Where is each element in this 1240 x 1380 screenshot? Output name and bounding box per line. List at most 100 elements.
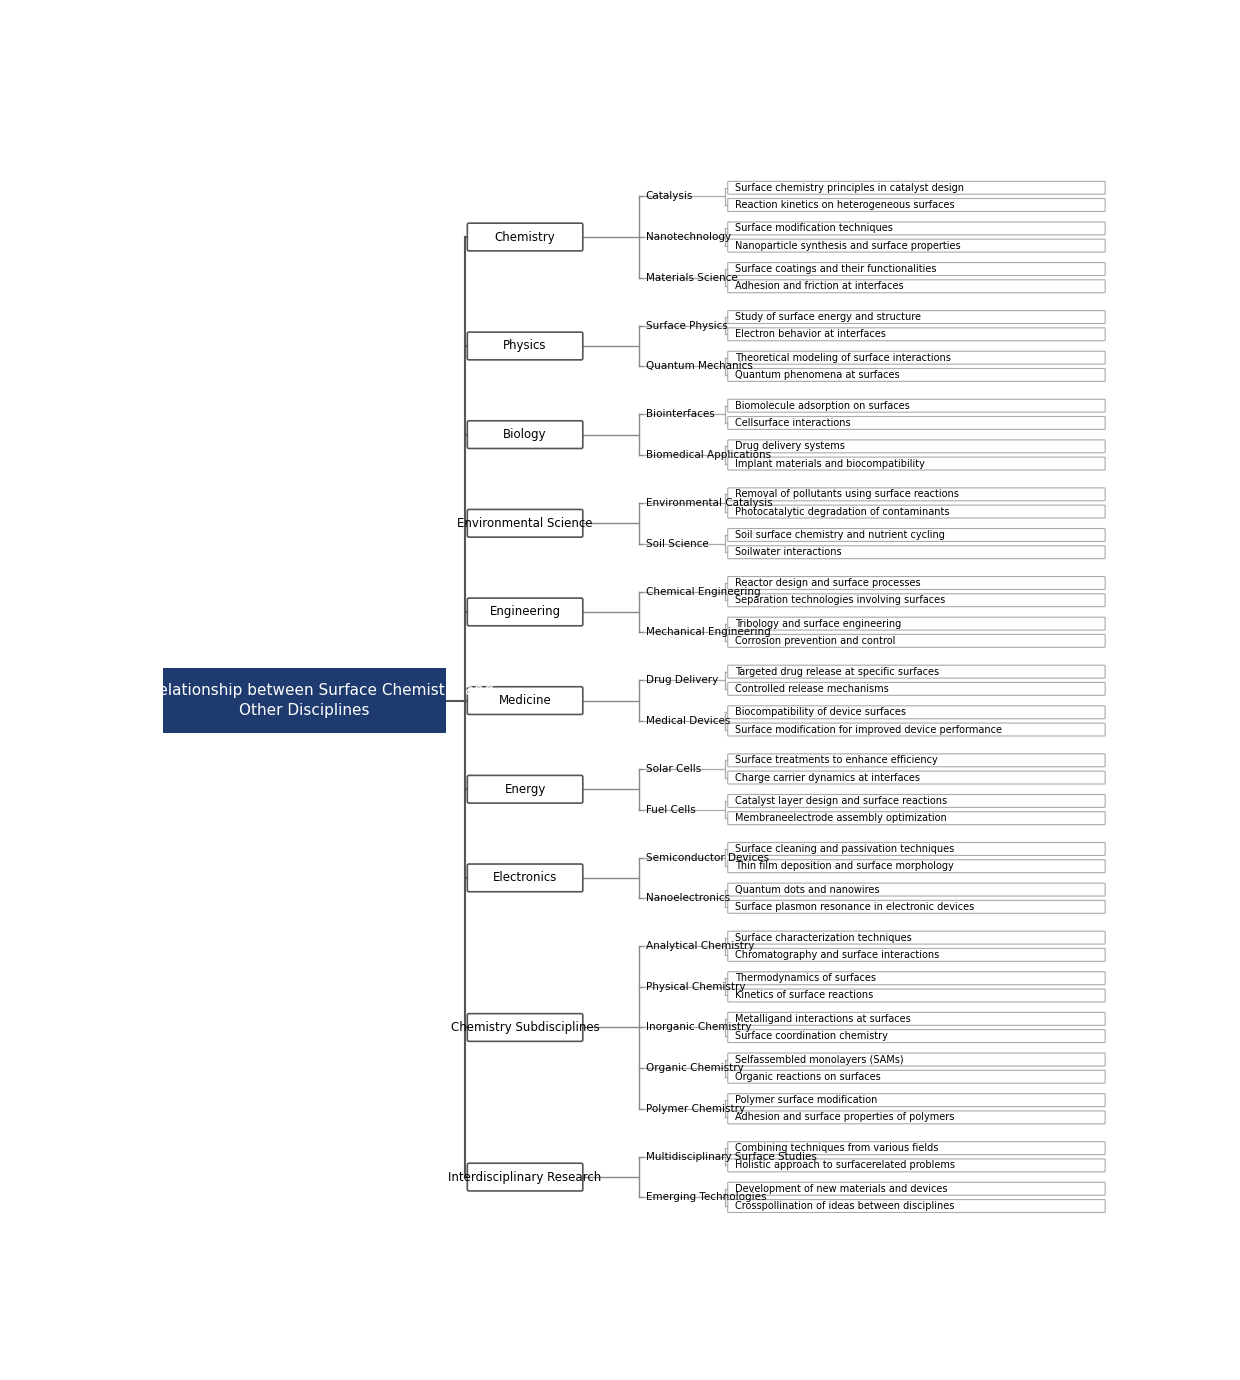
Text: Removal of pollutants using surface reactions: Removal of pollutants using surface reac… <box>734 490 959 500</box>
Text: Nanoelectronics: Nanoelectronics <box>646 893 729 904</box>
Text: Thin film deposition and surface morphology: Thin film deposition and surface morphol… <box>734 861 954 871</box>
FancyBboxPatch shape <box>467 864 583 891</box>
FancyBboxPatch shape <box>728 310 1105 323</box>
FancyBboxPatch shape <box>728 1141 1105 1155</box>
FancyBboxPatch shape <box>728 199 1105 211</box>
FancyBboxPatch shape <box>467 509 583 537</box>
FancyBboxPatch shape <box>467 776 583 803</box>
Text: Membraneelectrode assembly optimization: Membraneelectrode assembly optimization <box>734 813 946 824</box>
Text: Targeted drug release at specific surfaces: Targeted drug release at specific surfac… <box>734 667 939 676</box>
Text: Biointerfaces: Biointerfaces <box>646 410 714 420</box>
Text: Environmental Science: Environmental Science <box>458 516 593 530</box>
Text: Biomedical Applications: Biomedical Applications <box>646 450 771 460</box>
Text: Biocompatibility of device surfaces: Biocompatibility of device surfaces <box>734 708 905 718</box>
FancyBboxPatch shape <box>728 723 1105 736</box>
FancyBboxPatch shape <box>728 489 1105 501</box>
Text: Fuel Cells: Fuel Cells <box>646 805 696 814</box>
FancyBboxPatch shape <box>728 352 1105 364</box>
FancyBboxPatch shape <box>728 577 1105 589</box>
Text: Metalligand interactions at surfaces: Metalligand interactions at surfaces <box>734 1014 910 1024</box>
Text: Organic Chemistry: Organic Chemistry <box>646 1063 743 1074</box>
FancyBboxPatch shape <box>728 683 1105 696</box>
FancyBboxPatch shape <box>728 399 1105 413</box>
Text: Development of new materials and devices: Development of new materials and devices <box>734 1184 947 1194</box>
Text: Photocatalytic degradation of contaminants: Photocatalytic degradation of contaminan… <box>734 506 949 516</box>
Text: Quantum phenomena at surfaces: Quantum phenomena at surfaces <box>734 370 899 380</box>
Text: Polymer Chemistry: Polymer Chemistry <box>646 1104 745 1114</box>
Text: Tribology and surface engineering: Tribology and surface engineering <box>734 618 901 629</box>
FancyBboxPatch shape <box>728 932 1105 944</box>
Text: Surface modification for improved device performance: Surface modification for improved device… <box>734 724 1002 734</box>
Text: Reactor design and surface processes: Reactor design and surface processes <box>734 578 920 588</box>
FancyBboxPatch shape <box>728 795 1105 807</box>
Text: Medical Devices: Medical Devices <box>646 716 730 726</box>
FancyBboxPatch shape <box>728 843 1105 856</box>
FancyBboxPatch shape <box>728 1013 1105 1025</box>
FancyBboxPatch shape <box>728 665 1105 678</box>
Text: Charge carrier dynamics at interfaces: Charge carrier dynamics at interfaces <box>734 773 920 782</box>
Text: Biology: Biology <box>503 428 547 442</box>
Text: Cellsurface interactions: Cellsurface interactions <box>734 418 851 428</box>
Text: Surface coatings and their functionalities: Surface coatings and their functionaliti… <box>734 264 936 275</box>
FancyBboxPatch shape <box>728 771 1105 784</box>
Text: Adhesion and surface properties of polymers: Adhesion and surface properties of polym… <box>734 1112 954 1122</box>
Text: Surface treatments to enhance efficiency: Surface treatments to enhance efficiency <box>734 755 937 766</box>
Text: Physical Chemistry: Physical Chemistry <box>646 981 745 992</box>
Text: Environmental Catalysis: Environmental Catalysis <box>646 498 773 508</box>
FancyBboxPatch shape <box>728 811 1105 825</box>
Text: Semiconductor Devices: Semiconductor Devices <box>646 853 769 862</box>
Text: Soil surface chemistry and nutrient cycling: Soil surface chemistry and nutrient cycl… <box>734 530 945 540</box>
FancyBboxPatch shape <box>728 440 1105 453</box>
Text: Catalysis: Catalysis <box>646 192 693 201</box>
Text: Biomolecule adsorption on surfaces: Biomolecule adsorption on surfaces <box>734 400 909 411</box>
FancyBboxPatch shape <box>728 417 1105 429</box>
FancyBboxPatch shape <box>728 1094 1105 1107</box>
Text: Medicine: Medicine <box>498 694 552 707</box>
FancyBboxPatch shape <box>467 333 583 360</box>
Text: Drug Delivery: Drug Delivery <box>646 675 718 686</box>
FancyBboxPatch shape <box>728 457 1105 471</box>
Text: Solar Cells: Solar Cells <box>646 765 701 774</box>
Text: Quantum Mechanics: Quantum Mechanics <box>646 362 753 371</box>
Text: Surface modification techniques: Surface modification techniques <box>734 224 893 233</box>
FancyBboxPatch shape <box>728 617 1105 631</box>
FancyBboxPatch shape <box>728 328 1105 341</box>
Text: Chemistry: Chemistry <box>495 230 556 243</box>
Text: Surface chemistry principles in catalyst design: Surface chemistry principles in catalyst… <box>734 182 963 193</box>
Text: Inorganic Chemistry: Inorganic Chemistry <box>646 1023 751 1032</box>
Text: Implant materials and biocompatibility: Implant materials and biocompatibility <box>734 458 925 469</box>
Text: Engineering: Engineering <box>490 606 560 618</box>
FancyBboxPatch shape <box>728 860 1105 872</box>
Text: Soil Science: Soil Science <box>646 538 708 549</box>
Text: Analytical Chemistry: Analytical Chemistry <box>646 941 754 951</box>
FancyBboxPatch shape <box>728 989 1105 1002</box>
Text: Emerging Technologies: Emerging Technologies <box>646 1192 766 1202</box>
Text: Corrosion prevention and control: Corrosion prevention and control <box>734 636 895 646</box>
FancyBboxPatch shape <box>467 598 583 625</box>
Text: Kinetics of surface reactions: Kinetics of surface reactions <box>734 991 873 1000</box>
Text: Crosspollination of ideas between disciplines: Crosspollination of ideas between discip… <box>734 1201 954 1212</box>
FancyBboxPatch shape <box>467 421 583 448</box>
FancyBboxPatch shape <box>728 505 1105 518</box>
FancyBboxPatch shape <box>728 239 1105 253</box>
FancyBboxPatch shape <box>728 1111 1105 1123</box>
Text: Polymer surface modification: Polymer surface modification <box>734 1096 877 1105</box>
FancyBboxPatch shape <box>728 262 1105 276</box>
Text: Surface characterization techniques: Surface characterization techniques <box>734 933 911 943</box>
Text: Holistic approach to surfacerelated problems: Holistic approach to surfacerelated prob… <box>734 1161 955 1170</box>
Text: The Relationship between Surface Chemistry and
Other Disciplines: The Relationship between Surface Chemist… <box>115 683 494 718</box>
Text: Drug delivery systems: Drug delivery systems <box>734 442 844 451</box>
FancyBboxPatch shape <box>728 635 1105 647</box>
Text: Mechanical Engineering: Mechanical Engineering <box>646 628 770 638</box>
Text: Quantum dots and nanowires: Quantum dots and nanowires <box>734 885 879 894</box>
FancyBboxPatch shape <box>728 1199 1105 1213</box>
FancyBboxPatch shape <box>728 545 1105 559</box>
FancyBboxPatch shape <box>728 1029 1105 1042</box>
Text: Separation technologies involving surfaces: Separation technologies involving surfac… <box>734 595 945 606</box>
Text: Combining techniques from various fields: Combining techniques from various fields <box>734 1143 939 1154</box>
Bar <box>162 668 445 733</box>
Text: Physics: Physics <box>503 339 547 352</box>
Text: Surface coordination chemistry: Surface coordination chemistry <box>734 1031 888 1041</box>
Text: Interdisciplinary Research: Interdisciplinary Research <box>449 1170 601 1184</box>
Text: Energy: Energy <box>505 782 546 796</box>
